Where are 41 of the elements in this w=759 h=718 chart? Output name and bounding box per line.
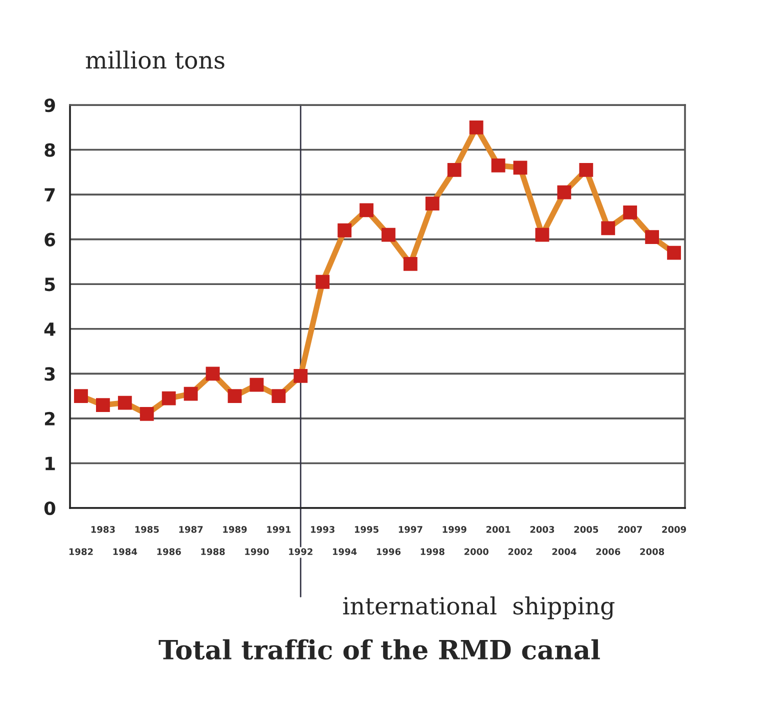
x-tick-label: 1988: [201, 548, 225, 556]
x-tick-label: 1993: [311, 526, 334, 533]
x-tick-label: 1984: [113, 548, 138, 556]
x-tick-label: 1982: [69, 548, 93, 556]
x-tick-label: 2001: [486, 526, 510, 533]
y-tick-label: 1: [46, 456, 55, 470]
y-tick-label: 9: [44, 98, 55, 112]
x-tick-label: 2004: [552, 548, 576, 556]
ref-line-label: international shipping: [343, 596, 614, 620]
x-tick-label: 2002: [508, 548, 532, 556]
x-tick-label: 2000: [464, 548, 488, 556]
x-tick-label: 1999: [442, 526, 466, 533]
x-tick-label: 1994: [333, 548, 357, 556]
x-tick-label: 1989: [223, 526, 247, 533]
y-tick-label: 0: [44, 501, 56, 516]
x-tick-label: 2008: [640, 548, 664, 556]
x-tick-label: 1985: [135, 526, 159, 533]
y-tick-label: 7: [44, 188, 55, 202]
x-tick-label: 1996: [376, 548, 401, 556]
x-tick-label: 2005: [574, 526, 598, 533]
y-tick-label: 5: [44, 278, 55, 292]
x-tick-label: 2003: [530, 526, 554, 533]
y-tick-label: 4: [44, 322, 56, 336]
x-tick-label: 1992: [289, 548, 312, 556]
x-tick-label: 1990: [245, 548, 269, 556]
x-tick-label: 1987: [179, 526, 203, 533]
x-tick-label: 2006: [596, 548, 620, 556]
x-tick-label: 1997: [398, 526, 422, 533]
x-tick-label: 1983: [91, 526, 115, 533]
x-tick-label: 1986: [157, 548, 181, 556]
y-tick-label: 6: [44, 232, 56, 246]
x-tick-label: 2009: [662, 526, 686, 533]
x-tick-label: 1991: [267, 526, 291, 533]
y-tick-label: 3: [44, 367, 55, 381]
x-tick-label: 1998: [420, 548, 444, 556]
x-tick-label: 1995: [354, 526, 378, 533]
y-tick-label: 8: [44, 143, 55, 157]
y-tick-label: 2: [44, 412, 55, 426]
text: Total traffic of the RMD canal: [158, 639, 600, 660]
x-tick-label: 2007: [618, 526, 642, 533]
y-axis-title: million tons: [86, 50, 224, 69]
